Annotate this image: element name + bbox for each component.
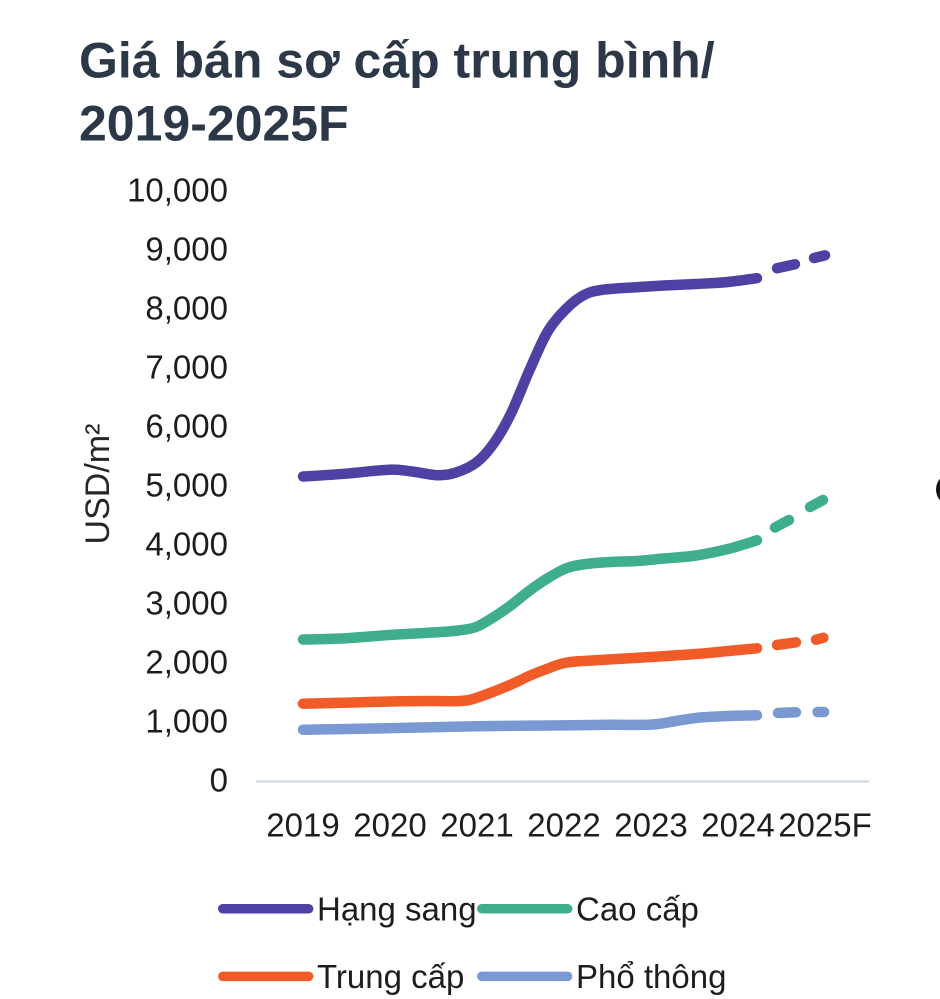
svg-text:2019: 2019 [266,807,339,844]
svg-text:6,000: 6,000 [145,408,228,445]
svg-text:Giá bán sơ cấp trung bình/: Giá bán sơ cấp trung bình/ [79,33,715,89]
svg-text:4,000: 4,000 [145,526,228,563]
svg-text:Cao cấp: Cao cấp [576,891,699,928]
svg-text:2022: 2022 [527,807,600,844]
svg-text:2021: 2021 [440,807,513,844]
svg-text:0: 0 [210,762,228,799]
svg-text:10,000: 10,000 [127,172,228,209]
svg-text:1,000: 1,000 [145,703,228,740]
svg-text:8,000: 8,000 [145,290,228,327]
svg-text:Trung cấp: Trung cấp [317,958,464,995]
svg-text:9,000: 9,000 [145,231,228,268]
svg-text:2023: 2023 [614,807,687,844]
svg-text:2,000: 2,000 [145,644,228,681]
svg-text:3,000: 3,000 [145,585,228,622]
svg-text:2024: 2024 [701,807,774,844]
svg-text:2019-2025F: 2019-2025F [79,96,349,152]
svg-text:2025F: 2025F [778,807,872,844]
svg-text:USD/m²: USD/m² [79,424,117,545]
svg-text:Hạng sang: Hạng sang [317,891,477,928]
svg-text:7,000: 7,000 [145,349,228,386]
svg-text:2020: 2020 [353,807,426,844]
svg-text:Phổ thông: Phổ thông [576,958,726,995]
svg-text:5,000: 5,000 [145,467,228,504]
